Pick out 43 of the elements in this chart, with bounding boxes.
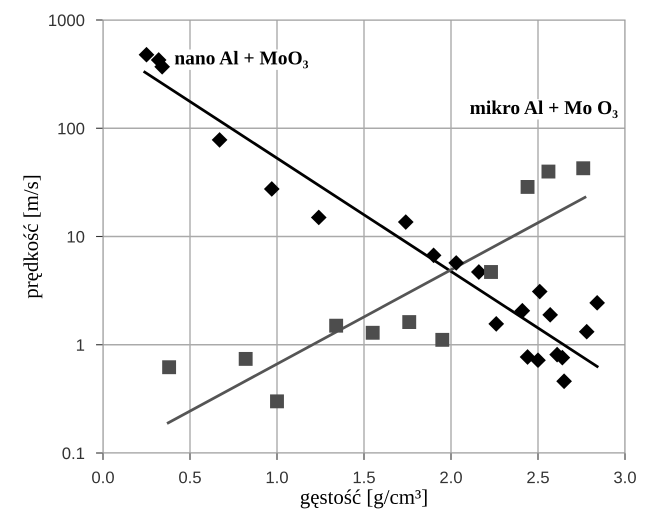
point — [329, 318, 344, 333]
point — [238, 352, 253, 366]
point — [514, 302, 530, 319]
point — [138, 46, 154, 63]
point — [488, 316, 504, 332]
point — [542, 306, 558, 323]
point — [264, 181, 280, 197]
y-tick-label: 1 — [76, 339, 84, 351]
y-tick-label: 100 — [58, 122, 84, 134]
point — [270, 394, 284, 408]
x-tick-label: 2.0 — [440, 471, 462, 484]
x-tick-label: 0.5 — [179, 471, 201, 484]
y-axis-title: prędkość [m/s] — [23, 176, 42, 298]
point — [426, 247, 442, 264]
point — [310, 210, 327, 226]
point — [532, 284, 548, 300]
point — [589, 294, 606, 311]
point — [448, 255, 464, 271]
x-tick-label: 3.0 — [614, 471, 636, 484]
y-tick-label: 0.1 — [62, 447, 84, 460]
text: mikro Al + Mo O₃ — [470, 100, 618, 118]
y-tick-label: 1000 — [49, 14, 84, 26]
point — [520, 349, 536, 365]
x-tick-label: 2.5 — [527, 471, 549, 484]
series-label: nano Al + MoO₃ — [174, 50, 308, 68]
point — [402, 315, 416, 330]
point — [162, 360, 176, 374]
point — [398, 214, 414, 230]
point — [366, 326, 380, 340]
point — [520, 180, 535, 194]
x-tick-label: 1.0 — [266, 471, 288, 484]
point — [435, 332, 450, 347]
point — [576, 161, 590, 176]
point — [578, 324, 595, 340]
point — [484, 265, 498, 279]
point — [556, 373, 572, 390]
point — [541, 164, 556, 179]
point — [530, 352, 546, 368]
x-tick-label: 0.0 — [92, 471, 114, 484]
x-tick-label: 1.5 — [354, 472, 375, 484]
y-tick-label: 10 — [68, 230, 84, 243]
point — [212, 132, 228, 148]
x-axis-title: gęstość [g/cm³] — [300, 489, 427, 508]
